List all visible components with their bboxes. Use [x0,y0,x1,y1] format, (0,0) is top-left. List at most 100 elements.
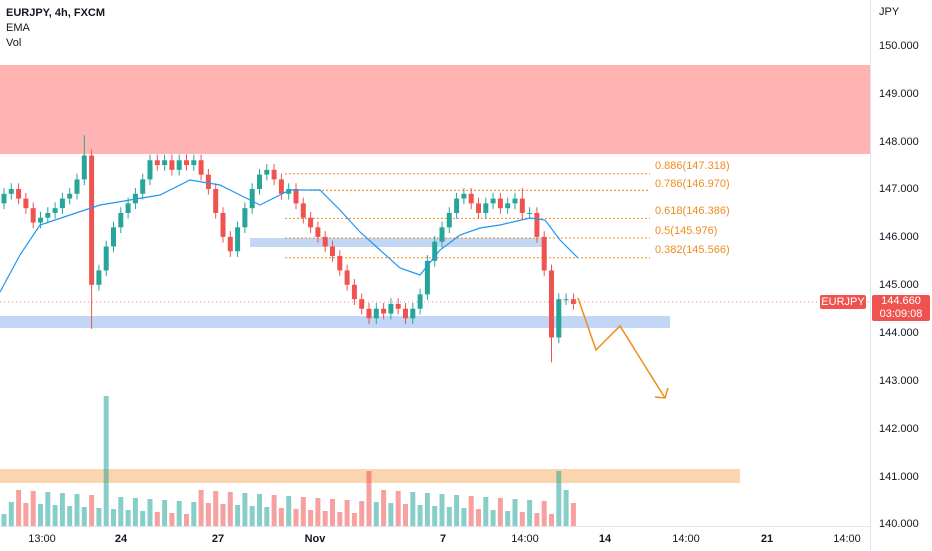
volume-bar [461,508,467,526]
candle-body [103,246,109,271]
supply-zone [0,65,870,154]
volume-bar [359,501,365,526]
fib-label-0382: 0.382(145.566) [655,244,730,256]
volume-bar [293,509,299,526]
candle-body [490,198,496,204]
price-label: 141.000 [879,471,919,483]
candle-body [220,212,226,237]
chart-area[interactable]: EURJPY, 4h, FXCM EMA Vol 0.886(147.318) … [0,0,870,526]
candle-body [519,198,525,213]
candle-body [483,203,489,213]
candle-body [162,160,168,166]
time-label: 14:00 [672,533,700,545]
volume-bar [541,501,547,526]
bar-countdown: 03:09:08 [879,308,923,320]
time-label: 13:00 [28,533,56,545]
volume-bar [351,513,357,526]
volume-bar [198,490,204,526]
volume-bar [16,490,22,526]
candle-body [549,270,554,338]
ema-line [0,179,579,293]
candle-body [191,160,197,166]
volume-bar [490,510,496,526]
candle-body [330,246,335,257]
volume-bar [366,471,372,526]
candle-body [154,160,160,166]
time-label: 21 [760,533,774,545]
price-label: 145.000 [879,279,919,291]
current-price: 144.660 [881,295,921,307]
volume-bar [322,511,328,526]
candle-body [271,169,277,180]
candle-body [476,203,481,213]
volume-bar [264,507,270,526]
volume-bar [140,511,146,526]
candle-body [300,203,306,218]
volume-bar [169,513,175,526]
volume-indicator-label[interactable]: Vol [6,37,22,49]
candle-body [1,193,7,204]
volume-bar [483,497,489,526]
chart-canvas[interactable] [0,0,870,526]
time-label: 27 [211,533,225,545]
volume-bar [111,509,116,526]
volume-bar [570,503,576,526]
volume-bar [381,490,387,526]
volume-bar [373,502,379,526]
symbol-title[interactable]: EURJPY, 4h, FXCM [6,7,106,19]
volume-bar [476,509,481,526]
volume-bar [315,498,321,526]
price-label: 149.000 [879,88,919,100]
volume-bar [38,504,43,526]
candle-body [468,193,474,204]
fib-label-05: 0.5(145.976) [655,225,718,237]
candle-body [59,198,65,209]
volume-bar [30,491,36,526]
time-label: 14:00 [511,533,539,545]
volume-bar [446,507,452,526]
projection-path [577,297,666,399]
volume-bar [67,506,73,526]
volume-bar [512,499,518,526]
candle-body [81,155,87,180]
candle-body [315,227,321,237]
volume-bar [534,513,540,526]
volume-bar [417,505,423,526]
volume-bar [271,495,277,526]
candle-body [257,174,262,189]
time-axis[interactable]: 13:00 24 27 Nov 7 14:00 14 14:00 21 14:0… [0,526,870,551]
price-label: 148.000 [879,136,919,148]
volume-bar [527,500,533,526]
candle-body [213,189,219,213]
time-label: 14 [598,533,612,545]
volume-bar [330,499,335,526]
volume-bar [1,514,7,526]
candle-body [322,236,328,247]
price-label: 150.000 [879,40,919,52]
time-label: Nov [304,533,326,545]
ema-indicator-label[interactable]: EMA [6,22,30,34]
candle-body [169,160,175,170]
candle-body [410,308,416,319]
candle-body [118,212,124,228]
candle-body [242,208,248,228]
candle-body [351,284,357,300]
volume-bar [300,497,306,526]
price-label: 144.000 [879,327,919,339]
fib-label-0618: 0.618(146.386) [655,205,730,217]
candle-body [512,198,518,204]
volume-bar [549,514,554,526]
volume-bar [45,492,51,526]
current-price-tag: 144.660 03:09:08 [872,295,930,321]
volume-bar [424,493,430,526]
price-axis[interactable]: JPY 150.000 149.000 148.000 147.000 146.… [870,0,932,550]
candle-body [432,241,438,261]
volume-bar [344,500,350,526]
volume-bar [227,492,233,526]
candle-body [293,189,299,204]
candle-body [96,270,102,285]
candle-body [403,308,408,319]
candle-body [497,198,503,209]
candle-body [454,198,460,213]
candle-body [45,212,51,218]
